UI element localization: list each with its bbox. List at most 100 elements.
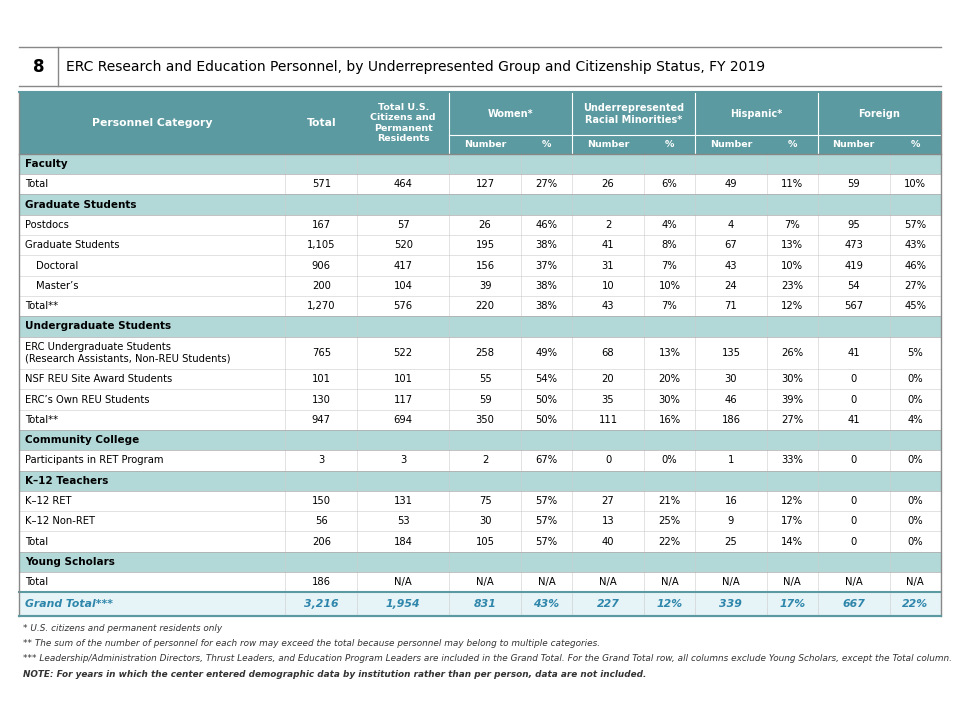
Text: N/A: N/A bbox=[660, 577, 679, 587]
Bar bbox=[19, 336, 941, 369]
Point bbox=[463, 556, 474, 564]
Bar bbox=[19, 390, 941, 410]
Point bbox=[653, 556, 664, 564]
Text: 131: 131 bbox=[394, 496, 413, 506]
Text: NSF REU Site Award Students: NSF REU Site Award Students bbox=[25, 374, 172, 384]
Point bbox=[558, 201, 569, 210]
Text: 23%: 23% bbox=[781, 281, 804, 291]
Text: 111: 111 bbox=[598, 415, 617, 425]
Text: 101: 101 bbox=[394, 374, 413, 384]
Text: 57%: 57% bbox=[536, 516, 558, 526]
Text: 906: 906 bbox=[312, 261, 331, 271]
Text: Total: Total bbox=[306, 118, 336, 128]
Text: Total**: Total** bbox=[25, 301, 59, 311]
Bar bbox=[19, 572, 941, 593]
Text: 10: 10 bbox=[602, 281, 614, 291]
Point bbox=[159, 118, 171, 127]
Text: 27%: 27% bbox=[904, 281, 926, 291]
Text: 46: 46 bbox=[725, 395, 737, 405]
Text: 33%: 33% bbox=[781, 455, 804, 465]
Text: %: % bbox=[910, 140, 920, 149]
Text: 21%: 21% bbox=[659, 496, 681, 506]
Text: 54: 54 bbox=[848, 281, 860, 291]
Text: 46%: 46% bbox=[904, 261, 926, 271]
Text: 0: 0 bbox=[851, 374, 857, 384]
Text: 220: 220 bbox=[475, 301, 494, 311]
Text: Grand Total***: Grand Total*** bbox=[25, 599, 113, 609]
Text: 694: 694 bbox=[394, 415, 413, 425]
Point bbox=[159, 148, 171, 157]
Text: 57%: 57% bbox=[536, 536, 558, 546]
Text: 0: 0 bbox=[605, 455, 612, 465]
Text: 8: 8 bbox=[33, 58, 44, 76]
Text: Foreign: Foreign bbox=[858, 109, 900, 119]
Bar bbox=[19, 92, 941, 154]
Text: 13%: 13% bbox=[781, 240, 804, 251]
Point bbox=[129, 153, 140, 162]
Bar bbox=[19, 154, 941, 174]
Point bbox=[518, 556, 530, 564]
Text: 50%: 50% bbox=[536, 415, 558, 425]
Text: Community College: Community College bbox=[25, 435, 139, 445]
Text: 339: 339 bbox=[719, 599, 742, 609]
Text: 2: 2 bbox=[605, 220, 612, 230]
Point bbox=[391, 556, 402, 564]
Point bbox=[653, 201, 664, 210]
Text: 31: 31 bbox=[602, 261, 614, 271]
Text: Hispanic*: Hispanic* bbox=[731, 109, 782, 119]
Text: 258: 258 bbox=[475, 348, 494, 358]
Text: 0%: 0% bbox=[907, 374, 923, 384]
Text: Number: Number bbox=[464, 140, 506, 149]
Text: Young Scholars: Young Scholars bbox=[25, 557, 115, 567]
Text: 3: 3 bbox=[318, 455, 324, 465]
Text: ** The sum of the number of personnel for each row may exceed the total because : ** The sum of the number of personnel fo… bbox=[23, 639, 600, 649]
Text: 2: 2 bbox=[482, 455, 489, 465]
Text: 27%: 27% bbox=[781, 415, 804, 425]
Text: Total**: Total** bbox=[25, 415, 59, 425]
Text: 22%: 22% bbox=[902, 599, 928, 609]
Bar bbox=[19, 552, 941, 572]
Point bbox=[653, 201, 664, 210]
Text: 57%: 57% bbox=[536, 496, 558, 506]
Point bbox=[804, 201, 815, 210]
Text: 30%: 30% bbox=[781, 374, 804, 384]
Bar bbox=[19, 511, 941, 531]
Text: 520: 520 bbox=[394, 240, 413, 251]
Point bbox=[804, 556, 815, 564]
Text: 75: 75 bbox=[479, 496, 492, 506]
Point bbox=[748, 201, 759, 210]
Text: N/A: N/A bbox=[538, 577, 556, 587]
Text: 522: 522 bbox=[394, 348, 413, 358]
Bar bbox=[19, 194, 941, 215]
Bar bbox=[19, 296, 941, 316]
Text: 38%: 38% bbox=[536, 301, 558, 311]
Text: 43: 43 bbox=[602, 301, 614, 311]
Text: 0%: 0% bbox=[661, 455, 677, 465]
Text: 1,954: 1,954 bbox=[386, 599, 420, 609]
Bar bbox=[19, 450, 941, 470]
Text: 576: 576 bbox=[394, 301, 413, 311]
Bar bbox=[19, 369, 941, 390]
Text: 41: 41 bbox=[848, 415, 860, 425]
Text: K–12 Teachers: K–12 Teachers bbox=[25, 476, 108, 486]
Text: 0: 0 bbox=[851, 516, 857, 526]
Text: 22%: 22% bbox=[659, 536, 681, 546]
Text: 54%: 54% bbox=[536, 374, 558, 384]
Text: 0: 0 bbox=[851, 496, 857, 506]
Text: 53: 53 bbox=[396, 516, 410, 526]
Text: 43%: 43% bbox=[534, 599, 560, 609]
Text: 571: 571 bbox=[312, 179, 331, 189]
Text: Faculty: Faculty bbox=[25, 159, 67, 169]
Point bbox=[518, 201, 530, 210]
Text: 37%: 37% bbox=[536, 261, 558, 271]
Bar bbox=[19, 256, 941, 276]
Point bbox=[335, 556, 347, 564]
Text: 10%: 10% bbox=[904, 179, 926, 189]
Text: Women*: Women* bbox=[488, 109, 534, 119]
Text: 45%: 45% bbox=[904, 301, 926, 311]
Text: 0%: 0% bbox=[907, 395, 923, 405]
Text: 419: 419 bbox=[844, 261, 863, 271]
Text: 7%: 7% bbox=[784, 220, 801, 230]
Text: Doctoral: Doctoral bbox=[36, 261, 79, 271]
Text: 473: 473 bbox=[845, 240, 863, 251]
